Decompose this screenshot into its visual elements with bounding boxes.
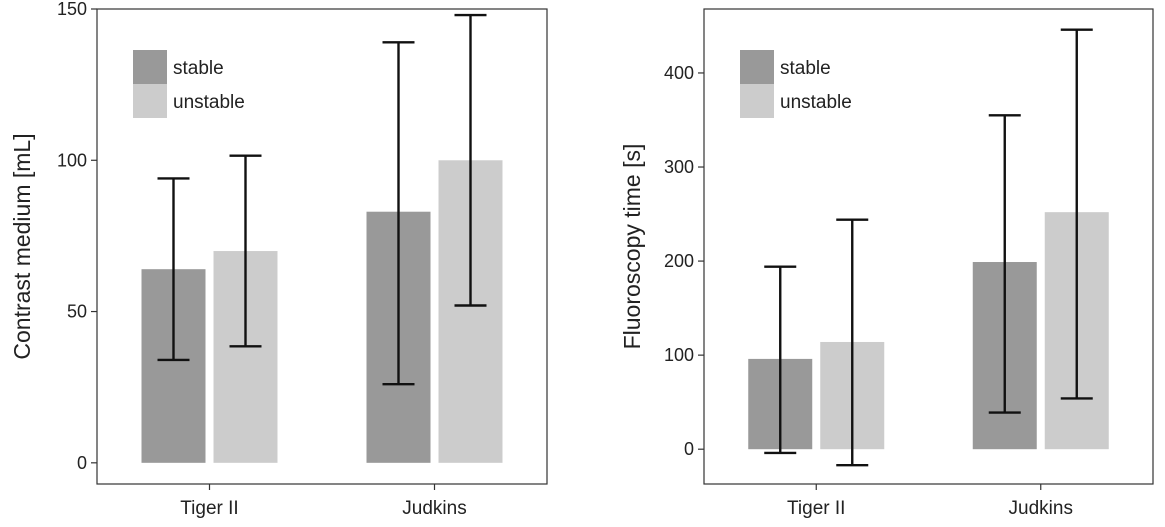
contrast-medium-chart: 0 50 100 150 Tiger II Judkins Contrast medium … <box>9 0 548 519</box>
contrast-y-tick-label: 50 <box>67 302 87 322</box>
fluoro-y-tick-label: 0 <box>684 439 694 459</box>
fluoro-legend-label-unstable: unstable <box>780 92 852 113</box>
contrast-legend-label-unstable: unstable <box>173 92 245 113</box>
contrast-y-tick-label: 150 <box>57 0 87 19</box>
contrast-y-axis-title: Contrast medium [mL] <box>9 133 35 359</box>
fluoro-x-tick-label: Tiger II <box>787 498 845 519</box>
fluoro-y-tick-label: 300 <box>664 157 694 177</box>
fluoro-legend-swatch-stable <box>740 50 774 84</box>
contrast-legend-swatch-unstable <box>133 84 167 118</box>
contrast-x-tick-label: Tiger II <box>180 498 238 519</box>
fluoro-x-tick-label: Judkins <box>1009 498 1073 519</box>
fluoro-y-tick-label: 400 <box>664 63 694 83</box>
contrast-y-tick-label: 100 <box>57 150 87 170</box>
contrast-y-tick-label: 0 <box>77 453 87 473</box>
contrast-legend-swatch-stable <box>133 50 167 84</box>
contrast-x-tick-label: Judkins <box>402 498 466 519</box>
fluoroscopy-time-chart: 0 100 200 300 400 Tiger II Judkins Fluoroscopy … <box>619 8 1154 519</box>
fluoro-legend-label-stable: stable <box>780 58 831 79</box>
fluoro-y-axis-title: Fluoroscopy time [s] <box>619 144 645 350</box>
fluoro-y-tick-label: 200 <box>664 251 694 271</box>
contrast-legend-label-stable: stable <box>173 58 224 79</box>
fluoro-legend-swatch-unstable <box>740 84 774 118</box>
fluoro-y-tick-label: 100 <box>664 345 694 365</box>
